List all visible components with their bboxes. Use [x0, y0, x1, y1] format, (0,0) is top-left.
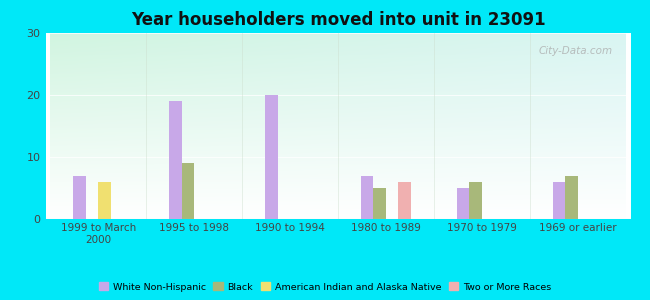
Bar [182, 163, 194, 219]
Bar [469, 182, 482, 219]
Bar [73, 176, 86, 219]
Text: City-Data.com: City-Data.com [539, 46, 613, 56]
Bar [265, 95, 278, 219]
Title: Year householders moved into unit in 23091: Year householders moved into unit in 230… [131, 11, 545, 29]
Bar [98, 182, 110, 219]
Bar [169, 101, 182, 219]
Bar [457, 188, 469, 219]
Bar [552, 182, 566, 219]
Bar [361, 176, 374, 219]
Bar [566, 176, 578, 219]
Bar [398, 182, 411, 219]
Bar [374, 188, 386, 219]
Legend: White Non-Hispanic, Black, American Indian and Alaska Native, Two or More Races: White Non-Hispanic, Black, American Indi… [95, 278, 555, 295]
